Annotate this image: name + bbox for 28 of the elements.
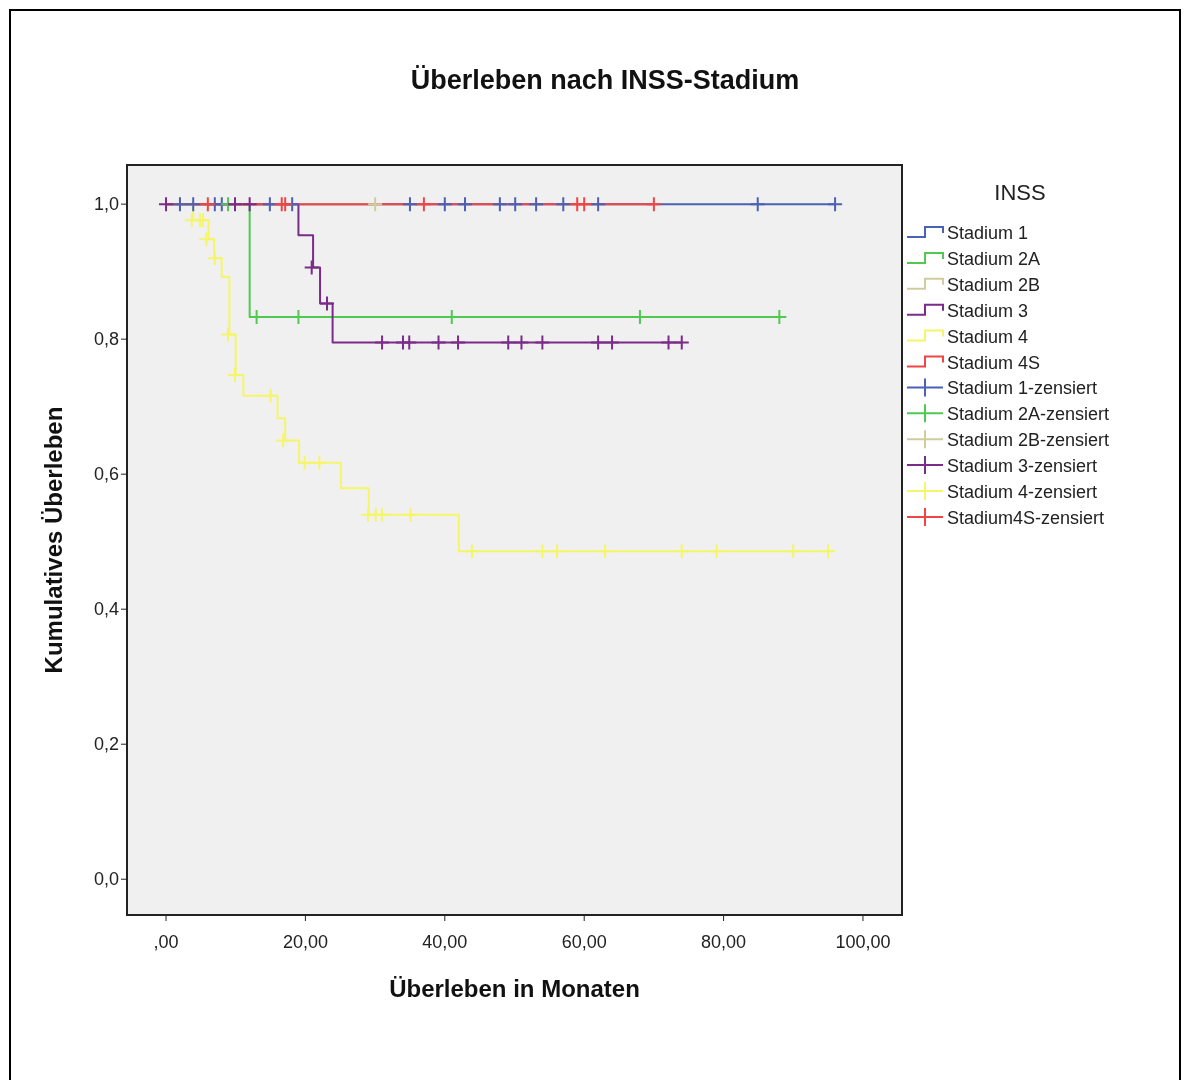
legend-label: Stadium 4-zensiert xyxy=(947,482,1098,502)
legend-label: Stadium 3-zensiert xyxy=(947,456,1098,477)
y-tick-label: 0,6 xyxy=(93,464,119,485)
y-tick-label: 1,0 xyxy=(93,194,119,215)
legend-label: Stadium 2A-zensiert xyxy=(947,404,1110,425)
legend-label: Stadium4S-zensiert xyxy=(947,507,1105,528)
x-tick-label: 60,00 xyxy=(561,932,607,952)
legend-label: Stadium 4 xyxy=(947,326,1029,347)
x-axis-title: Überleben in Monaten xyxy=(389,975,640,1002)
y-tick-label: 0,8 xyxy=(93,329,119,350)
x-tick-label: 100,00 xyxy=(835,932,891,952)
legend-label: Stadium 3 xyxy=(947,300,1029,321)
legend-label: Stadium 2A xyxy=(947,248,1041,269)
x-tick-label: 20,00 xyxy=(282,932,328,952)
legend-label: Stadium 1-zensiert xyxy=(947,378,1098,399)
x-tick-label: ,00 xyxy=(153,932,179,952)
x-tick-label: 80,00 xyxy=(701,932,747,952)
chart-title: Überleben nach INSS-Stadium xyxy=(410,65,800,95)
y-tick-label: 0,2 xyxy=(93,734,119,755)
y-axis-title: Kumulatives Überleben xyxy=(40,406,67,674)
legend-label: Stadium 4S xyxy=(947,352,1041,373)
y-tick-label: 0,4 xyxy=(93,599,119,620)
y-tick-label: 0,0 xyxy=(93,869,119,890)
legend-title: INSS xyxy=(994,180,1046,205)
x-tick-label: 40,00 xyxy=(422,932,468,952)
legend-label: Stadium 2B-zensiert xyxy=(947,430,1110,451)
legend-label: Stadium 2B xyxy=(947,274,1041,295)
legend-label: Stadium 1 xyxy=(947,223,1029,243)
